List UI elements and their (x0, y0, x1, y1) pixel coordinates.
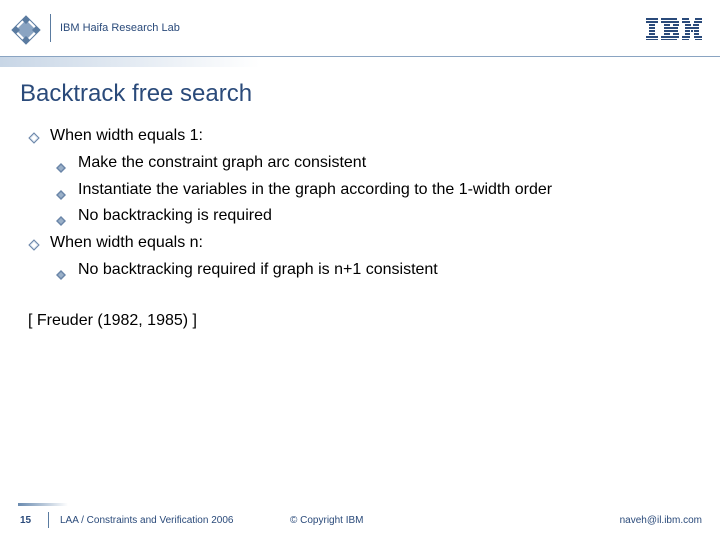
diamond-outline-icon (28, 128, 40, 153)
bullet-item: Instantiate the variables in the graph a… (56, 178, 696, 203)
slide-body: When width equals 1: Make the constraint… (28, 124, 696, 334)
bullet-item: No backtracking required if graph is n+1… (56, 258, 696, 283)
diamond-logo-icon (10, 14, 42, 46)
footer-accent (18, 503, 68, 506)
footer-email: naveh@il.ibm.com (620, 515, 702, 526)
slide: IBM Haifa Research Lab (0, 0, 720, 540)
footer-copyright: © Copyright IBM (290, 515, 364, 526)
header-divider (50, 14, 51, 42)
bullet-item: When width equals 1: (28, 124, 696, 149)
footer-track-label: LAA / Constraints and Verification 2006 (60, 515, 233, 526)
header-lab-label: IBM Haifa Research Lab (60, 22, 180, 34)
bullet-text: When width equals 1: (50, 127, 203, 144)
footer: 15 LAA / Constraints and Verification 20… (0, 504, 720, 528)
reference-citation: [ Freuder (1982, 1985) ] (28, 309, 696, 334)
footer-divider (48, 512, 49, 528)
bullet-text: Instantiate the variables in the graph a… (78, 181, 552, 198)
bullet-text: Make the constraint graph arc consistent (78, 154, 366, 171)
bullet-item: When width equals n: (28, 231, 696, 256)
bullet-item: Make the constraint graph arc consistent (56, 151, 696, 176)
bullet-item: No backtracking is required (56, 204, 696, 229)
bullet-text: No backtracking required if graph is n+1… (78, 261, 438, 278)
header-fade (0, 57, 260, 67)
diamond-filled-icon (56, 264, 66, 289)
bullet-text: No backtracking is required (78, 207, 272, 224)
page-number: 15 (20, 515, 31, 526)
header: IBM Haifa Research Lab (0, 0, 720, 58)
slide-title: Backtrack free search (20, 80, 252, 108)
bullet-text: When width equals n: (50, 234, 203, 251)
ibm-logo-icon (646, 18, 702, 45)
diamond-outline-icon (28, 235, 40, 260)
